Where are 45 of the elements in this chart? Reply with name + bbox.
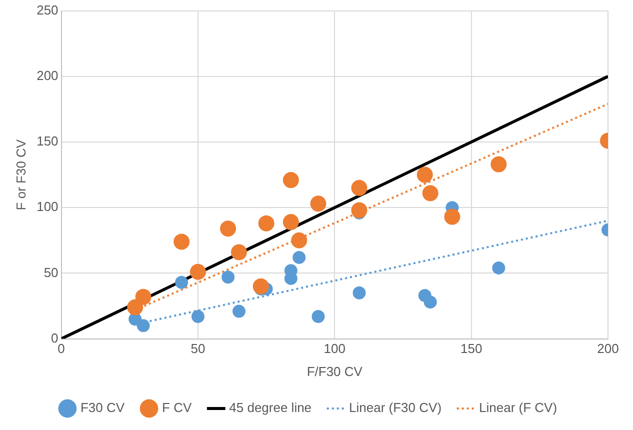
x-tick-label: 50 (190, 341, 206, 356)
point (175, 276, 188, 289)
point (490, 156, 507, 172)
point (310, 196, 326, 212)
point (351, 180, 368, 196)
point (136, 319, 150, 332)
y-tick-label: 100 (36, 199, 58, 214)
point (282, 172, 299, 188)
point (351, 202, 368, 218)
y-tick-label: 150 (36, 134, 58, 149)
y-axis-title: F or F30 CV (13, 139, 28, 210)
x-axis-title: F/F30 CV (306, 364, 363, 379)
y-tick-label: 200 (36, 68, 58, 83)
x-tick-label: 150 (460, 341, 482, 356)
point (252, 278, 269, 294)
point (222, 270, 235, 284)
point (220, 220, 236, 237)
y-tick-label: 0 (51, 330, 58, 346)
point (352, 286, 366, 300)
legend-label: F CV (162, 400, 192, 416)
point (190, 264, 206, 280)
point (312, 310, 325, 323)
point (424, 296, 437, 309)
y-tick-label: 250 (36, 2, 58, 18)
point (422, 185, 438, 202)
point (232, 304, 246, 318)
point (282, 214, 299, 230)
legend-label: Linear (F CV) (479, 400, 558, 416)
y-tick-label: 50 (44, 264, 58, 280)
legend-label: F30 CV (80, 400, 125, 416)
point (230, 244, 247, 260)
x-tick-label: 100 (324, 341, 346, 356)
legend-label: Linear (F30 CV) (349, 400, 442, 416)
x-tick-label: 200 (597, 341, 619, 356)
point (127, 299, 144, 316)
point (416, 166, 433, 183)
point (492, 261, 506, 274)
point (258, 215, 274, 232)
legend-label: 45 degree line (229, 400, 312, 416)
point (174, 234, 190, 250)
point (191, 310, 204, 323)
point (292, 250, 306, 264)
point (444, 208, 460, 225)
point (291, 232, 308, 248)
point (135, 288, 152, 305)
